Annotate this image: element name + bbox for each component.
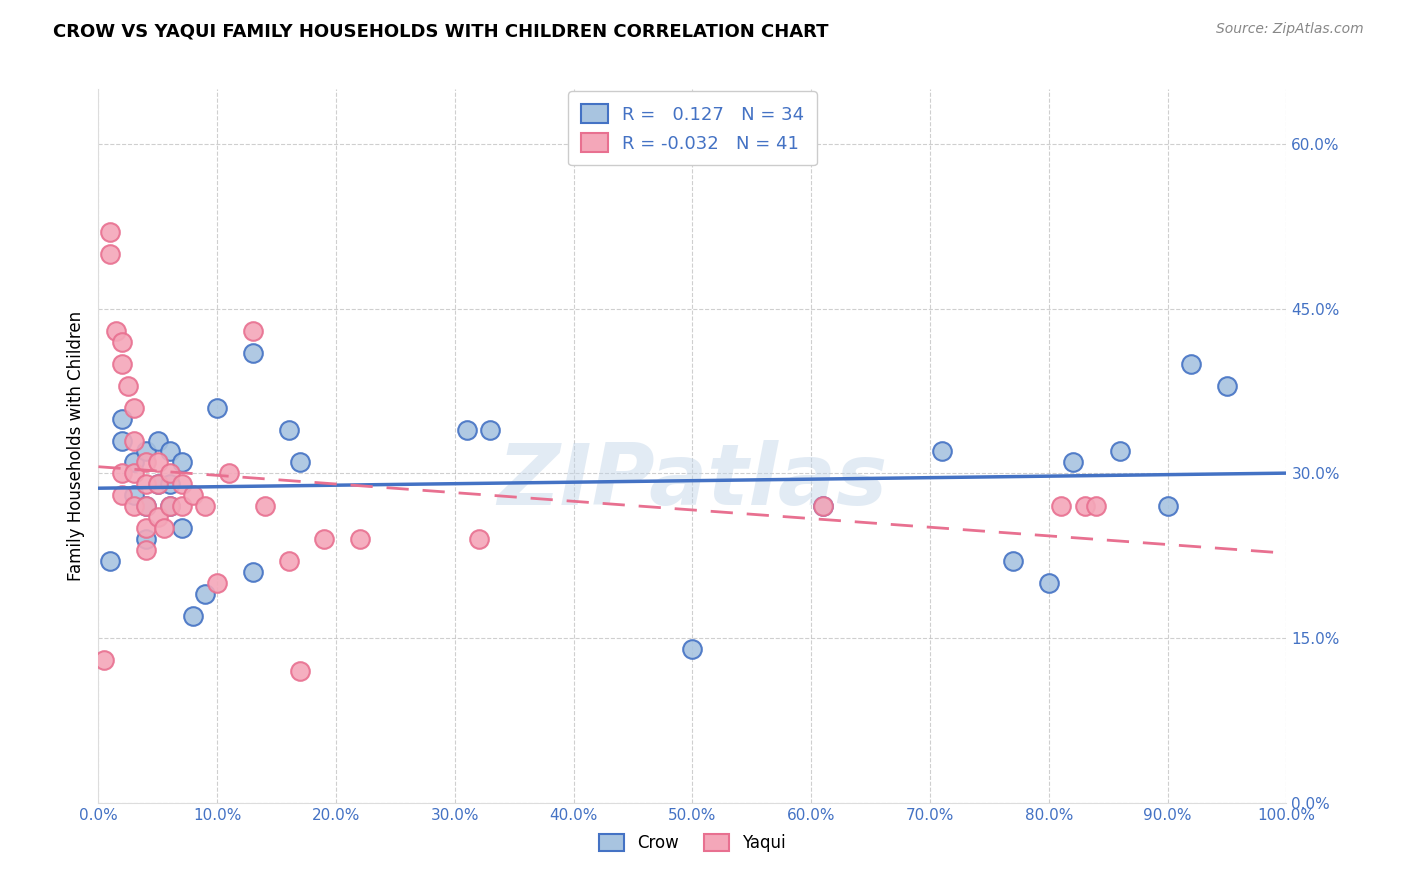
Point	[194, 500, 217, 514]
Point	[681, 642, 703, 657]
Point	[1156, 500, 1178, 514]
Point	[135, 543, 157, 558]
Point	[146, 477, 169, 491]
Point	[135, 500, 157, 514]
Point	[253, 500, 276, 514]
Point	[170, 500, 193, 514]
Point	[207, 576, 229, 591]
Point	[146, 455, 169, 469]
Point	[111, 434, 134, 448]
Text: Source: ZipAtlas.com: Source: ZipAtlas.com	[1216, 22, 1364, 37]
Point	[811, 500, 834, 514]
Point	[170, 455, 193, 469]
Point	[135, 455, 157, 469]
Point	[146, 434, 169, 448]
Point	[1038, 576, 1060, 591]
Point	[122, 455, 145, 469]
Point	[314, 533, 336, 547]
Point	[93, 653, 115, 667]
Point	[1216, 378, 1239, 392]
Point	[105, 324, 128, 338]
Point	[183, 488, 205, 502]
Point	[135, 444, 157, 458]
Point	[183, 609, 205, 624]
Point	[242, 324, 264, 338]
Point	[811, 500, 834, 514]
Text: ZIPatlas: ZIPatlas	[498, 440, 887, 524]
Point	[1109, 444, 1132, 458]
Point	[98, 225, 121, 239]
Point	[1002, 554, 1025, 568]
Point	[170, 477, 193, 491]
Point	[98, 247, 121, 261]
Point	[135, 533, 157, 547]
Point	[170, 521, 193, 535]
Point	[111, 488, 134, 502]
Point	[135, 477, 157, 491]
Point	[194, 587, 217, 601]
Point	[931, 444, 953, 458]
Point	[135, 521, 157, 535]
Point	[207, 401, 229, 415]
Point	[1085, 500, 1108, 514]
Text: CROW VS YAQUI FAMILY HOUSEHOLDS WITH CHILDREN CORRELATION CHART: CROW VS YAQUI FAMILY HOUSEHOLDS WITH CHI…	[53, 22, 830, 40]
Point	[467, 533, 489, 547]
Y-axis label: Family Households with Children: Family Households with Children	[66, 311, 84, 581]
Point	[290, 455, 312, 469]
Point	[146, 477, 169, 491]
Point	[159, 444, 181, 458]
Point	[111, 467, 134, 481]
Point	[122, 467, 145, 481]
Point	[242, 345, 264, 359]
Point	[98, 554, 121, 568]
Point	[1062, 455, 1084, 469]
Point	[277, 423, 299, 437]
Point	[1180, 357, 1202, 371]
Point	[117, 378, 139, 392]
Point	[111, 334, 134, 349]
Point	[242, 566, 264, 580]
Legend: Crow, Yaqui: Crow, Yaqui	[592, 827, 793, 859]
Point	[349, 533, 371, 547]
Point	[159, 467, 181, 481]
Point	[111, 357, 134, 371]
Point	[152, 521, 174, 535]
Point	[122, 488, 145, 502]
Point	[122, 401, 145, 415]
Point	[135, 500, 157, 514]
Point	[122, 434, 145, 448]
Point	[159, 500, 181, 514]
Point	[277, 554, 299, 568]
Point	[159, 477, 181, 491]
Point	[290, 664, 312, 678]
Point	[111, 411, 134, 425]
Point	[1073, 500, 1095, 514]
Point	[479, 423, 502, 437]
Point	[456, 423, 478, 437]
Point	[122, 500, 145, 514]
Point	[146, 510, 169, 524]
Point	[218, 467, 240, 481]
Point	[1049, 500, 1071, 514]
Point	[159, 500, 181, 514]
